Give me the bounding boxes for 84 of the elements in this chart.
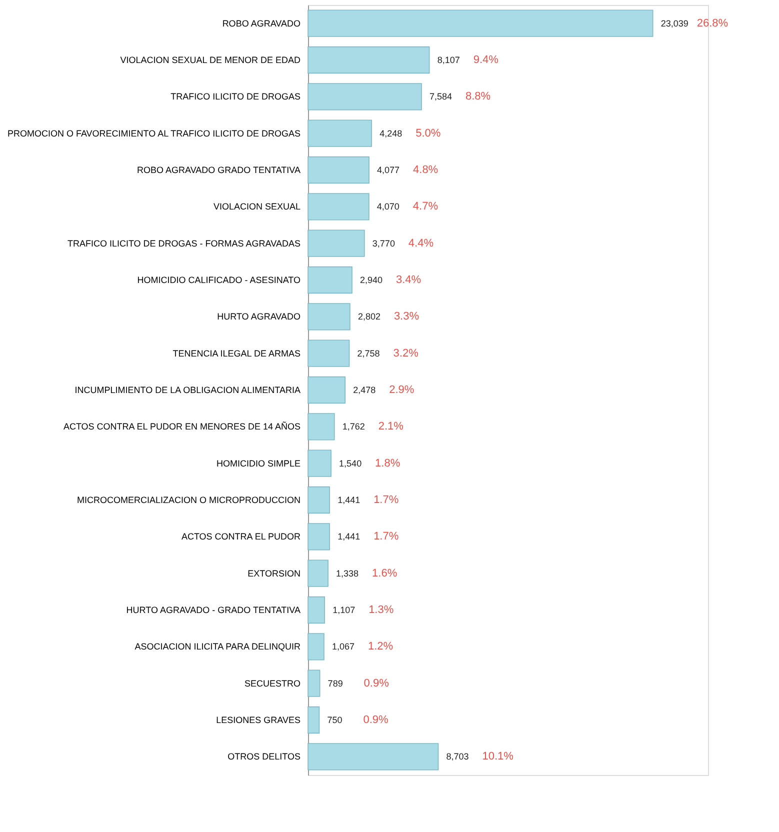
y-tick-label: TRAFICO ILICITO DE DROGAS - FORMAS AGRAVADAS — [67, 238, 300, 248]
data-label: 8,703 — [446, 752, 469, 762]
bar — [308, 120, 372, 147]
y-tick-label: VIOLACION SEXUAL DE MENOR DE EDAD — [120, 55, 301, 65]
data-label: 8,107 — [437, 55, 460, 65]
data-label: 4,248 — [380, 128, 402, 138]
annotation: 4.7% — [412, 200, 438, 213]
data-label: 1,441 — [338, 532, 360, 542]
bar — [308, 303, 350, 330]
bar — [308, 193, 370, 220]
y-tick-label: ASOCIACION ILICITA PARA DELINQUIR — [134, 642, 301, 652]
annotation: 0.9% — [364, 677, 390, 690]
data-label: 2,940 — [360, 275, 383, 285]
y-tick-label: OTROS DELITOS — [228, 752, 300, 762]
annotation: 1.6% — [372, 567, 398, 580]
data-label: 750 — [327, 715, 342, 725]
data-label: 2,758 — [357, 348, 380, 358]
y-tick-label: HURTO AGRAVADO - GRADO TENTATIVA — [126, 605, 300, 615]
y-tick-label: MICROCOMERCIALIZACION O MICROPRODUCCION — [76, 495, 300, 505]
y-tick-label: SECUESTRO — [244, 678, 300, 688]
bar — [308, 523, 330, 550]
annotation: 1.7% — [374, 494, 399, 506]
y-tick-label: ROBO AGRAVADO — [222, 18, 300, 28]
data-label: 1,540 — [339, 458, 362, 468]
annotation: 5.0% — [416, 127, 441, 140]
text: 26.8% — [696, 17, 728, 30]
annotation: 8.8% — [466, 90, 491, 103]
y-tick-label: ACTOS CONTRA EL PUDOR EN MENORES DE 14 AÑOS — [63, 422, 300, 432]
annotation: 3.4% — [396, 274, 422, 286]
bar — [308, 596, 325, 624]
y-tick-label: ROBO AGRAVADO GRADO TENTATIVA — [136, 165, 300, 175]
annotation: 9.4% — [473, 54, 499, 66]
bar — [308, 706, 320, 734]
y-tick-label: HOMICIDIO SIMPLE — [216, 458, 300, 468]
bar — [308, 156, 370, 184]
y-tick-label: TENENCIA ILEGAL DE ARMAS — [172, 348, 300, 358]
annotation: 1.7% — [374, 530, 399, 543]
y-tick-label: PROMOCION O FAVORECIMIENTO AL TRAFICO ILICITO DE DROGAS — [7, 128, 300, 138]
bar — [308, 670, 320, 697]
data-label: 1,441 — [338, 495, 360, 505]
annotation: 1.3% — [368, 604, 394, 616]
annotation: 0.9% — [363, 714, 389, 726]
bar — [308, 230, 365, 257]
annotation: 10.1% — [482, 750, 514, 763]
annotation: 1.2% — [368, 640, 394, 653]
bar — [308, 10, 654, 37]
annotation: 2.1% — [378, 420, 404, 433]
data-label: 7,584 — [430, 92, 452, 102]
bar — [308, 266, 352, 294]
data-label: 4,070 — [376, 202, 400, 212]
bar — [308, 743, 439, 770]
y-tick-label: HURTO AGRAVADO — [217, 312, 300, 322]
y-tick-label: EXTORSION — [248, 568, 300, 578]
y-tick-label: VIOLACION SEXUAL — [213, 202, 300, 212]
data-label: 789 — [328, 678, 343, 688]
data-label: 2,802 — [358, 312, 380, 322]
bar — [308, 413, 335, 440]
bar — [308, 376, 346, 404]
y-tick-label: LESIONES GRAVES — [216, 715, 300, 725]
y-tick-label: TRAFICO ILICITO DE DROGAS — [170, 92, 300, 102]
bar — [308, 83, 422, 110]
data-label: 4,077 — [377, 165, 400, 175]
data-label: 1,762 — [342, 422, 365, 432]
data-label: 1,067 — [332, 642, 354, 652]
y-tick-label: INCUMPLIMIENTO DE LA OBLIGACION ALIMENTARIA — [74, 385, 300, 395]
data-label: 1,107 — [332, 605, 356, 615]
data-label: 23,039 — [660, 18, 688, 28]
annotation: 3.2% — [393, 347, 419, 360]
bar — [308, 340, 350, 367]
bar — [308, 486, 330, 514]
annotation: 1.8% — [375, 457, 400, 470]
y-tick-label: ACTOS CONTRA EL PUDOR — [181, 532, 301, 542]
y-tick-label: HOMICIDIO CALIFICADO - ASESINATO — [137, 275, 300, 285]
data-label: 3,770 — [372, 238, 395, 248]
annotation: 2.9% — [389, 384, 414, 396]
data-label: 1,338 — [336, 568, 359, 578]
bar — [308, 633, 324, 660]
annotation: 3.3% — [394, 310, 420, 323]
bar — [308, 560, 328, 587]
annotation: 4.4% — [408, 237, 434, 250]
bar — [308, 450, 332, 477]
annotation: 4.8% — [413, 164, 438, 176]
bar — [308, 46, 430, 74]
data-label: 2,478 — [353, 385, 376, 395]
